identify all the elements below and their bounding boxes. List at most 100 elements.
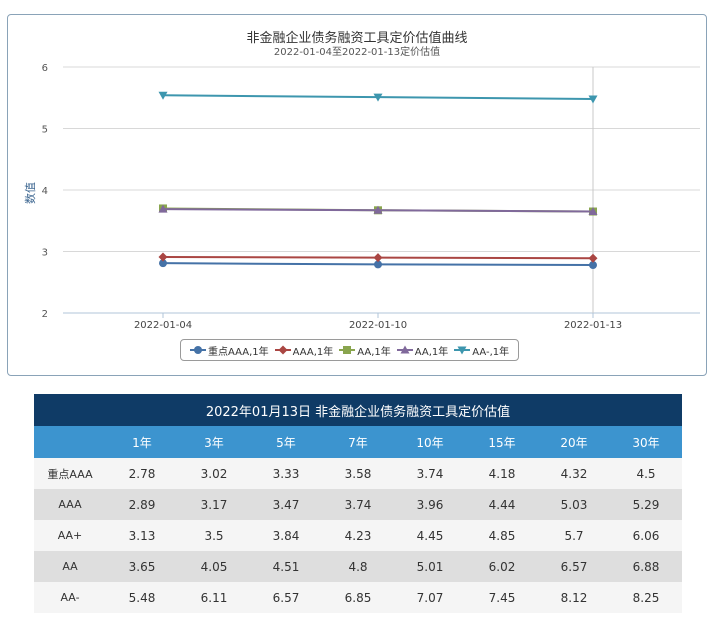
- y-tick-label: 6: [42, 63, 48, 74]
- table-cell: 3.13: [106, 520, 178, 551]
- legend-item[interactable]: AA-,1年: [454, 343, 509, 358]
- legend-marker-icon: [339, 346, 356, 354]
- data-point: [589, 261, 597, 270]
- data-point: [373, 205, 383, 214]
- table-cell: 3.74: [394, 458, 466, 489]
- legend-marker: [400, 345, 410, 354]
- data-point: [588, 253, 598, 263]
- table-cell: 4.8: [322, 551, 394, 582]
- table-row: AAA 2.89 3.17 3.47 3.74 3.96 4.44 5.03 5.29: [34, 489, 682, 520]
- header-cell: 20年: [538, 426, 610, 458]
- row-label: 重点AAA: [34, 458, 106, 489]
- y-axis-label: 数值: [24, 182, 37, 204]
- data-point: [588, 207, 598, 216]
- table-row: 重点AAA 2.78 3.02 3.33 3.58 3.74 4.18 4.32 4.5: [34, 458, 682, 489]
- legend-item[interactable]: AA,1年: [339, 343, 391, 358]
- table-cell: 5.29: [610, 489, 682, 520]
- table-row: AA- 5.48 6.11 6.57 6.85 7.07 7.45 8.12 8.25: [34, 582, 682, 613]
- row-label: AAA: [34, 489, 106, 520]
- line-chart: 2 3 4 5 6 2022-01-04 2022-01-10 2022-01-13 数值: [24, 63, 700, 331]
- table-cell: 4.32: [538, 458, 610, 489]
- table-cell: 5.48: [106, 582, 178, 613]
- table-cell: 6.02: [466, 551, 538, 582]
- table-cell: 4.23: [322, 520, 394, 551]
- header-cell: 3年: [178, 426, 250, 458]
- legend-item[interactable]: 重点AAA,1年: [190, 343, 269, 358]
- table-cell: 8.12: [538, 582, 610, 613]
- table-cell: 4.18: [466, 458, 538, 489]
- data-point: [588, 95, 598, 104]
- table-row: AA 3.65 4.05 4.51 4.8 5.01 6.02 6.57 6.88: [34, 551, 682, 582]
- header-cell: 1年: [106, 426, 178, 458]
- chart-subtitle: 2022-01-04至2022-01-13定价估值: [273, 47, 441, 58]
- y-tick-label: 4: [42, 186, 48, 197]
- table-cell: 4.51: [250, 551, 322, 582]
- table-cell: 5.01: [394, 551, 466, 582]
- table-cell: 6.85: [322, 582, 394, 613]
- legend-marker: [343, 346, 352, 354]
- table-cell: 4.85: [466, 520, 538, 551]
- table-cell: 3.17: [178, 489, 250, 520]
- table-cell: 3.33: [250, 458, 322, 489]
- table-cell: 3.58: [322, 458, 394, 489]
- table-cell: 4.5: [610, 458, 682, 489]
- table-cell: 3.84: [250, 520, 322, 551]
- table-cell: 4.44: [466, 489, 538, 520]
- y-tick-label: 2: [42, 309, 48, 320]
- table-cell: 3.47: [250, 489, 322, 520]
- x-tick-label: 2022-01-04: [134, 320, 192, 331]
- table-cell: 3.65: [106, 551, 178, 582]
- legend-label: AA-,1年: [472, 346, 510, 358]
- pricing-table: 2022年01月13日 非金融企业债务融资工具定价估值 1年 3年 5年 7年 10年 1…: [34, 394, 682, 613]
- legend-label: AA,1年: [357, 346, 391, 358]
- data-point: [158, 91, 168, 100]
- legend-marker-icon: [396, 345, 413, 354]
- table-cell: 6.57: [250, 582, 322, 613]
- chart-panel: 非金融企业债务融资工具定价估值曲线 2022-01-04至2022-01-13定…: [7, 14, 707, 376]
- data-point: [374, 260, 382, 269]
- table-cell: 2.89: [106, 489, 178, 520]
- table-cell: 6.57: [538, 551, 610, 582]
- header-cell: 7年: [322, 426, 394, 458]
- row-label: AA+: [34, 520, 106, 551]
- row-label: AA: [34, 551, 106, 582]
- y-tick-label: 3: [42, 248, 48, 259]
- legend-item[interactable]: AAA,1年: [274, 343, 334, 358]
- legend-marker: [457, 346, 467, 355]
- legend-marker-icon: [190, 346, 206, 354]
- table-cell: 4.05: [178, 551, 250, 582]
- table-cell: 4.45: [394, 520, 466, 551]
- header-cell: 5年: [250, 426, 322, 458]
- x-tick-label: 2022-01-13: [564, 320, 622, 331]
- chart-title: 非金融企业债务融资工具定价估值曲线: [246, 31, 468, 46]
- data-point: [373, 93, 383, 102]
- legend-label: 重点AAA,1年: [208, 346, 269, 358]
- table-title: 2022年01月13日 非金融企业债务融资工具定价估值: [34, 394, 682, 426]
- legend-label: AA,1年: [414, 346, 449, 358]
- table-cell: 6.88: [610, 551, 682, 582]
- x-tick-label: 2022-01-10: [349, 320, 407, 331]
- legend-label: AAA,1年: [292, 346, 334, 358]
- data-point: [159, 259, 167, 268]
- header-cell: 10年: [394, 426, 466, 458]
- table-cell: 7.07: [394, 582, 466, 613]
- table-row: AA+ 3.13 3.5 3.84 4.23 4.45 4.85 5.7 6.06: [34, 520, 682, 551]
- legend-item[interactable]: AA,1年: [396, 343, 449, 358]
- legend-marker: [194, 346, 202, 354]
- table-body: 重点AAA 2.78 3.02 3.33 3.58 3.74 4.18 4.32 4.5 AAA 2…: [34, 458, 682, 613]
- table-header-row: 1年 3年 5年 7年 10年 15年 20年 30年: [34, 426, 682, 458]
- header-cell: 30年: [610, 426, 682, 458]
- legend-marker: [278, 345, 288, 355]
- data-point: [158, 204, 168, 213]
- data-point: [373, 253, 383, 263]
- legend-marker-icon: [454, 346, 471, 355]
- table-cell: 3.96: [394, 489, 466, 520]
- chart-legend[interactable]: 重点AAA,1年 AAA,1年 AA,1年 AA,1年 AA-,1年: [180, 339, 520, 361]
- table-cell: 2.78: [106, 458, 178, 489]
- data-point: [158, 252, 168, 262]
- table-cell: 6.06: [610, 520, 682, 551]
- table-cell: 7.45: [466, 582, 538, 613]
- header-cell-blank: [34, 426, 106, 458]
- y-tick-label: 5: [42, 125, 48, 136]
- row-label: AA-: [34, 582, 106, 613]
